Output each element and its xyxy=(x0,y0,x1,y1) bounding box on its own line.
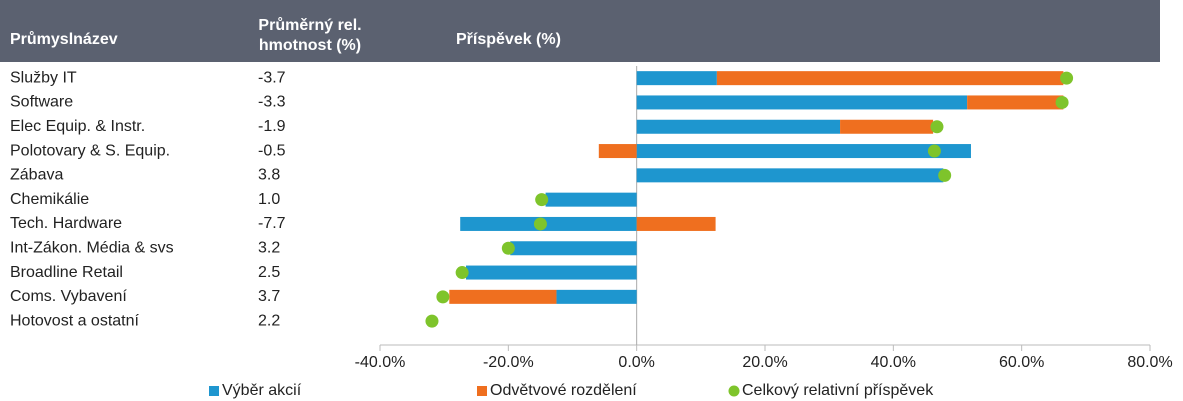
bar xyxy=(716,71,1064,86)
x-tick-label: 20.0% xyxy=(742,354,787,371)
legend-swatch xyxy=(209,386,219,396)
legend-label: Výběr akcií xyxy=(222,382,302,399)
bar xyxy=(598,144,637,159)
category-label: Tech. Hardware xyxy=(10,215,122,232)
legend-swatch xyxy=(728,385,740,397)
weight-header: hmotnost (%) xyxy=(259,37,361,54)
bar xyxy=(636,95,968,110)
weight-header: Průměrný rel. xyxy=(258,17,361,34)
total-dot xyxy=(927,144,941,158)
bar xyxy=(636,168,944,183)
bar xyxy=(460,216,637,231)
x-tick-label: -20.0% xyxy=(483,354,534,371)
legend-label: Odvětvové rozdělení xyxy=(490,382,637,399)
weight-value: 3.2 xyxy=(258,239,280,256)
category-label: Hotovost a ostatní xyxy=(10,312,140,329)
category-label: Coms. Vybavení xyxy=(10,288,127,305)
bar xyxy=(545,192,637,207)
category-label: Chemikálie xyxy=(10,191,89,208)
x-tick-label: 40.0% xyxy=(871,354,916,371)
category-label: Broadline Retail xyxy=(10,264,123,281)
bar xyxy=(967,95,1064,110)
weight-value: -0.5 xyxy=(258,142,286,159)
bar xyxy=(636,144,971,159)
weight-value: -7.7 xyxy=(258,215,286,232)
category-label: Zábava xyxy=(10,167,63,184)
weight-value: 3.8 xyxy=(258,167,280,184)
weight-value: -1.9 xyxy=(258,118,286,135)
x-tick-label: 60.0% xyxy=(999,354,1044,371)
category-label: Int-Zákon. Média & svs xyxy=(10,239,174,256)
total-dot xyxy=(455,266,469,280)
bar xyxy=(465,265,637,280)
x-tick-label: 0.0% xyxy=(618,354,654,371)
category-label: Služby IT xyxy=(10,69,77,86)
total-dot xyxy=(501,241,515,255)
weight-value: 3.7 xyxy=(258,288,280,305)
bar xyxy=(636,71,717,86)
x-tick-label: 80.0% xyxy=(1127,354,1172,371)
total-dot xyxy=(1060,71,1074,85)
weight-value: 1.0 xyxy=(258,191,280,208)
weight-value: 2.5 xyxy=(258,264,280,281)
category-label: Software xyxy=(10,94,73,111)
total-dot xyxy=(535,193,549,207)
bar xyxy=(556,289,637,304)
total-dot xyxy=(1055,95,1069,109)
legend-swatch xyxy=(477,386,487,396)
bar xyxy=(449,289,557,304)
bar xyxy=(636,119,841,134)
bar xyxy=(636,216,716,231)
bar xyxy=(510,241,637,256)
weight-value: -3.7 xyxy=(258,69,286,86)
total-dot xyxy=(533,217,547,231)
total-dot xyxy=(930,120,944,134)
total-dot xyxy=(938,168,952,182)
name-header: Průmyslnázev xyxy=(10,31,118,48)
weight-value: 2.2 xyxy=(258,312,280,329)
chart-header: Příspěvek (%) xyxy=(456,31,561,48)
total-dot xyxy=(425,314,439,328)
total-dot xyxy=(436,290,450,304)
bar xyxy=(840,119,934,134)
category-label: Polotovary & S. Equip. xyxy=(10,142,170,159)
header-bar xyxy=(0,0,1160,62)
weight-value: -3.3 xyxy=(258,94,286,111)
x-tick-label: -40.0% xyxy=(355,354,406,371)
category-label: Elec Equip. & Instr. xyxy=(10,118,145,135)
legend-label: Celkový relativní příspěvek xyxy=(742,382,934,399)
